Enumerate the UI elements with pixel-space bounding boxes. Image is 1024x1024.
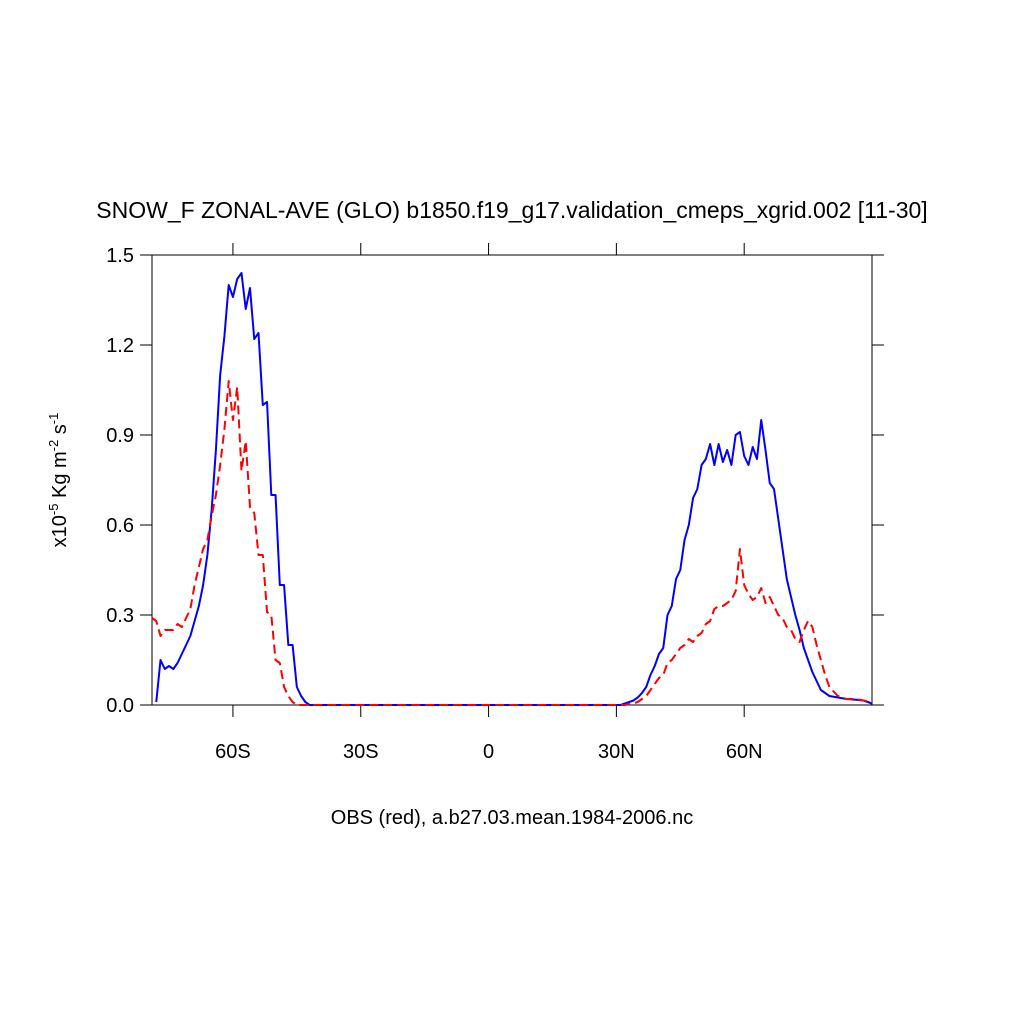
y-tick-label: 0.6 (106, 515, 134, 537)
y-axis-label-part: -5 (46, 504, 61, 516)
y-axis-label-part: -1 (46, 413, 61, 425)
y-axis-label-part: -2 (46, 440, 61, 452)
chart-title: SNOW_F ZONAL-AVE (GLO) b1850.f19_g17.val… (96, 197, 927, 223)
x-tick-label: 0 (483, 741, 494, 763)
series-line (155, 272, 873, 706)
x-axis-label: OBS (red), a.b27.03.mean.1984-2006.nc (331, 807, 693, 829)
x-tick-label: 30N (598, 741, 635, 763)
y-axis-label-part: Kg m (49, 451, 71, 503)
y-tick-label: 0.9 (106, 425, 134, 447)
x-tick-label: 60S (215, 741, 251, 763)
y-tick-label: 0.3 (106, 605, 134, 627)
y-tick-label: 1.5 (106, 245, 134, 267)
x-tick-label: 30S (343, 741, 379, 763)
x-tick-label: 60N (726, 741, 763, 763)
y-tick-label: 1.2 (106, 335, 134, 357)
y-axis-label-part: x10 (49, 515, 71, 547)
series-line (151, 380, 873, 706)
plot-frame (151, 254, 873, 706)
y-tick-label: 0.0 (106, 695, 134, 717)
y-axis-label: x10-5 Kg m-2 s-1 (46, 413, 71, 548)
y-axis-label-part: s (49, 424, 71, 440)
